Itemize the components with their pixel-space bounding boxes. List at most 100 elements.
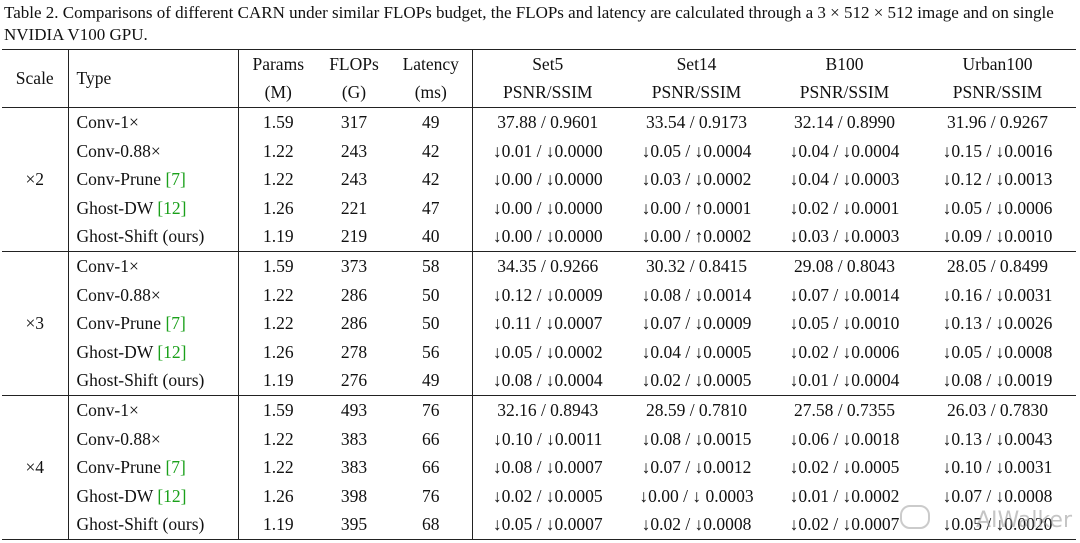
- type-cell: Conv-0.88×: [67, 424, 238, 454]
- header-dataset-urban100: Urban100: [962, 53, 1033, 74]
- flops-cell: 395: [340, 514, 368, 535]
- psnr-ssim-cell: ↓0.08 / ↓0.0014: [641, 284, 752, 305]
- type-cell: Conv-1×: [67, 395, 238, 425]
- psnr-ssim-cell: ↓0.10 / ↓0.0011: [471, 424, 623, 454]
- latency-cell: 50: [422, 284, 440, 305]
- params-cell: 1.26: [237, 337, 318, 367]
- psnr-ssim-cell: ↓0.16 / ↓0.0031: [942, 284, 1053, 305]
- latency-cell: 66: [422, 457, 440, 478]
- psnr-ssim-cell: 31.96 / 0.9267: [946, 111, 1049, 132]
- psnr-ssim-cell: ↓0.12 / ↓0.0009: [471, 280, 623, 310]
- psnr-ssim-cell: ↓0.05 / ↓0.0006: [942, 197, 1053, 218]
- params-cell: 1.22: [237, 280, 318, 310]
- table-row: Conv-0.88× 1.22 383 66 ↓0.10 / ↓0.0011 ↓0.08 …: [2, 424, 1076, 454]
- table-row: Ghost-Shift (ours) 1.19 219 40 ↓0.00 / ↓0.00…: [2, 222, 1076, 252]
- header-flops-unit: (G): [341, 82, 367, 103]
- params-cell: 1.59: [237, 395, 318, 425]
- type-label: Conv-Prune: [76, 313, 166, 334]
- params-cell: 1.22: [237, 424, 318, 454]
- psnr-ssim-cell: ↓0.02 / ↓0.0008: [641, 514, 752, 535]
- table-row: Conv-Prune [7] 1.22 243 42 ↓0.00 / ↓0.0000 ↓0…: [2, 165, 1076, 194]
- table-body: ×2 Conv-1× 1.59 317 49 37.88 / 0.9601 33.54 / …: [2, 107, 1076, 541]
- citation-link[interactable]: [7]: [165, 169, 186, 190]
- psnr-ssim-cell: ↓0.13 / ↓0.0043: [942, 428, 1053, 449]
- type-label: Ghost-Shift (ours): [76, 226, 205, 247]
- psnr-ssim-cell: ↓0.07 / ↓0.0008: [942, 485, 1053, 506]
- psnr-ssim-cell: ↓0.13 / ↓0.0026: [942, 313, 1053, 334]
- type-label: Ghost-DW: [76, 485, 158, 506]
- psnr-ssim-cell: 28.59 / 0.7810: [645, 399, 748, 420]
- psnr-ssim-cell: ↓0.00 / ↓0.0000: [471, 222, 623, 252]
- psnr-ssim-cell: ↓0.07 / ↓0.0009: [641, 313, 752, 334]
- psnr-ssim-cell: ↓0.04 / ↓0.0005: [641, 341, 752, 362]
- latency-cell: 47: [422, 197, 440, 218]
- psnr-ssim-cell: 30.32 / 0.8415: [645, 255, 748, 276]
- type-cell: Conv-0.88×: [67, 136, 238, 166]
- psnr-ssim-cell: ↓0.02 / ↓0.0006: [789, 341, 900, 362]
- type-cell: Conv-1×: [67, 251, 238, 281]
- params-cell: 1.19: [237, 366, 318, 396]
- params-cell: 1.22: [237, 309, 318, 338]
- table-row: Ghost-Shift (ours) 1.19 276 49 ↓0.08 / ↓0.00…: [2, 366, 1076, 396]
- table-row: Ghost-DW [12] 1.26 278 56 ↓0.05 / ↓0.0002 ↓0.…: [2, 337, 1076, 367]
- psnr-ssim-cell: ↓0.05 / ↓0.0008: [942, 341, 1053, 362]
- psnr-ssim-cell: 27.58 / 0.7355: [793, 399, 896, 420]
- psnr-ssim-cell: ↓0.02 / ↓0.0001: [789, 197, 900, 218]
- latency-cell: 42: [422, 140, 440, 161]
- scale-cell: ×4: [2, 395, 68, 541]
- header-metric: PSNR/SSIM: [952, 82, 1043, 103]
- psnr-ssim-cell: 28.05 / 0.8499: [946, 255, 1049, 276]
- params-cell: 1.22: [237, 453, 318, 482]
- type-cell: Ghost-DW [12]: [67, 481, 238, 511]
- psnr-ssim-cell: ↓0.07 / ↓0.0012: [641, 457, 752, 478]
- params-cell: 1.59: [237, 107, 318, 137]
- type-cell: Conv-0.88×: [67, 280, 238, 310]
- type-cell: Conv-Prune [7]: [67, 453, 238, 482]
- psnr-ssim-cell: ↓0.03 / ↓0.0002: [641, 169, 752, 190]
- params-cell: 1.59: [237, 251, 318, 281]
- psnr-ssim-cell: ↓0.10 / ↓0.0031: [942, 457, 1053, 478]
- type-label: Conv-Prune: [76, 457, 166, 478]
- header-params-unit: (M): [237, 78, 318, 108]
- type-label: Conv-0.88×: [76, 140, 161, 161]
- psnr-ssim-cell: ↓0.00 / ↑0.0001: [641, 197, 752, 218]
- latency-cell: 50: [422, 313, 440, 334]
- header-dataset-set14: Set14: [676, 53, 717, 74]
- psnr-ssim-cell: 32.14 / 0.8990: [793, 111, 896, 132]
- citation-link[interactable]: [12]: [157, 485, 187, 506]
- latency-cell: 76: [422, 485, 440, 506]
- flops-cell: 398: [340, 485, 368, 506]
- psnr-ssim-cell: ↓0.08 / ↓0.0007: [471, 453, 623, 482]
- citation-link[interactable]: [7]: [165, 313, 186, 334]
- flops-cell: 243: [340, 140, 368, 161]
- flops-cell: 219: [340, 226, 368, 247]
- psnr-ssim-cell: ↓0.08 / ↓0.0019: [942, 370, 1053, 391]
- type-label: Conv-1×: [76, 111, 139, 132]
- type-label: Conv-1×: [76, 399, 139, 420]
- header-metric: PSNR/SSIM: [651, 82, 742, 103]
- scale-cell: ×2: [2, 107, 68, 253]
- params-cell: 1.26: [237, 481, 318, 511]
- table-row: Conv-Prune [7] 1.22 383 66 ↓0.08 / ↓0.0007 ↓0…: [2, 453, 1076, 482]
- citation-link[interactable]: [12]: [157, 341, 187, 362]
- psnr-ssim-cell: ↓0.00 / ↓0.0000: [471, 193, 623, 223]
- header-metric: PSNR/SSIM: [471, 78, 623, 108]
- type-label: Ghost-Shift (ours): [76, 370, 205, 391]
- psnr-ssim-cell: ↓0.04 / ↓0.0003: [789, 169, 900, 190]
- citation-link[interactable]: [12]: [157, 197, 187, 218]
- type-cell: Conv-1×: [67, 107, 238, 137]
- header-params: Params: [237, 49, 318, 79]
- type-label: Ghost-DW: [76, 197, 158, 218]
- results-table: Scale Type Params FLOPs Latency Set5 Set…: [2, 49, 1076, 541]
- type-label: Conv-0.88×: [76, 428, 161, 449]
- flops-cell: 317: [340, 111, 368, 132]
- psnr-ssim-cell: ↓0.01 / ↓0.0004: [789, 370, 900, 391]
- psnr-ssim-cell: ↓0.01 / ↓0.0000: [471, 136, 623, 166]
- citation-link[interactable]: [7]: [165, 457, 186, 478]
- params-cell: 1.26: [237, 193, 318, 223]
- type-label: Conv-1×: [76, 255, 139, 276]
- psnr-ssim-cell: ↓0.11 / ↓0.0007: [471, 309, 623, 338]
- type-label: Ghost-Shift (ours): [76, 514, 205, 535]
- flops-cell: 286: [340, 284, 368, 305]
- wechat-logo-icon: [900, 505, 930, 529]
